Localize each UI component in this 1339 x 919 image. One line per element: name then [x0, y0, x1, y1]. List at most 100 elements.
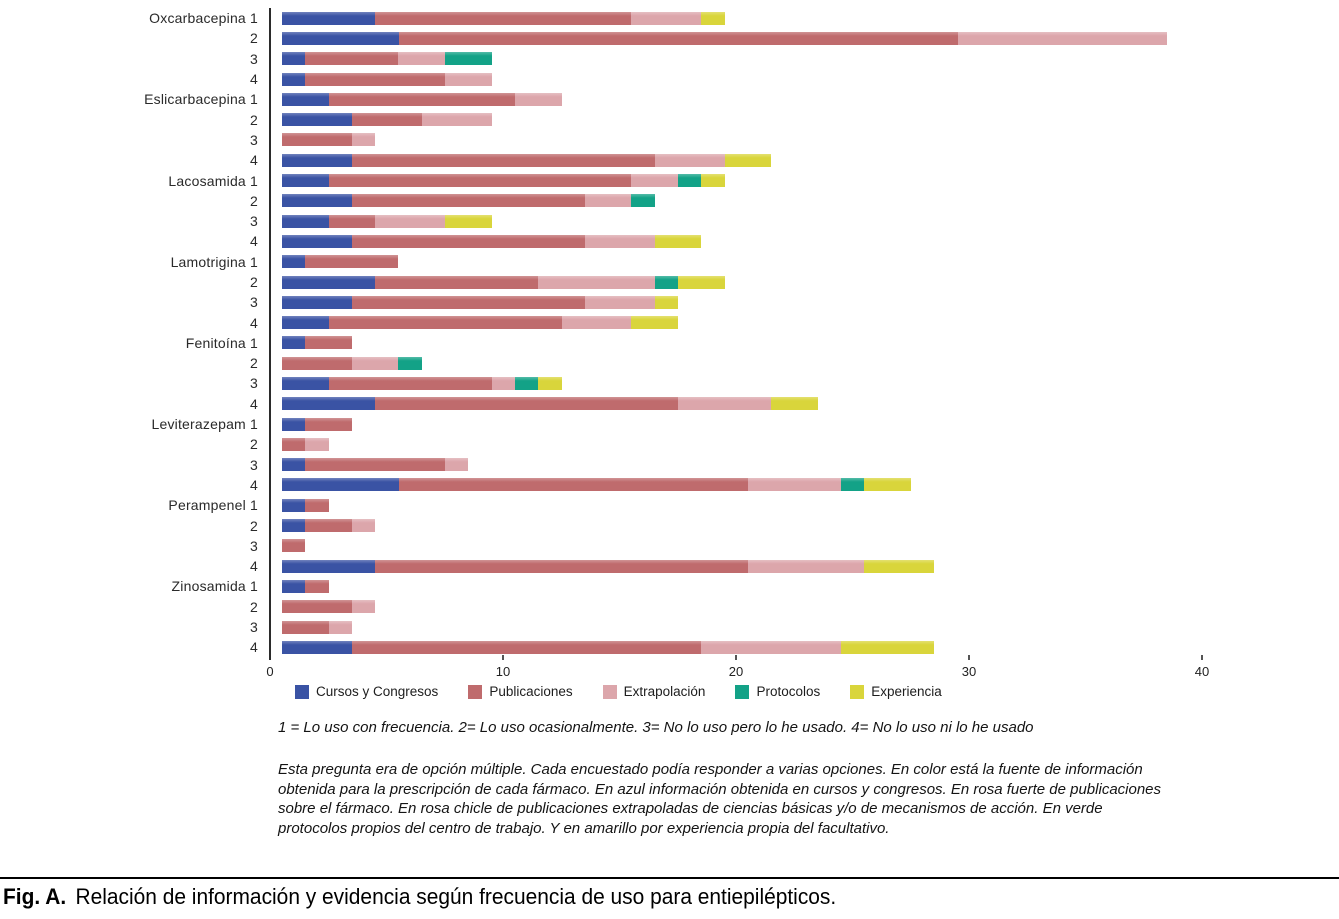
- row-label: 3: [250, 213, 258, 230]
- legend-swatch-icon: [735, 684, 750, 699]
- bar-segment-experiencia: [654, 295, 679, 309]
- bar-segment-extrapolaci-n: [561, 316, 632, 330]
- bar-segment-experiencia: [701, 174, 725, 188]
- x-tick-label: 10: [495, 664, 511, 679]
- bar-segment-cursos-y-congresos: [282, 31, 399, 45]
- legend-swatch-icon: [468, 684, 483, 699]
- bar: [282, 559, 935, 573]
- row-label: 4: [250, 71, 258, 88]
- x-tick-mark: [735, 655, 737, 660]
- bar: [282, 316, 679, 330]
- bar-segment-extrapolaci-n: [351, 600, 376, 614]
- bar: [282, 92, 562, 106]
- bar: [282, 31, 1168, 45]
- bar-segment-publicaciones: [375, 275, 539, 289]
- bar: [282, 640, 935, 654]
- bar-segment-cursos-y-congresos: [282, 255, 306, 269]
- chart-row: 3: [0, 617, 1210, 637]
- figure-caption-label: Fig. A.: [3, 884, 67, 909]
- figure-caption-text: Relación de información y evidencia segú…: [75, 884, 837, 909]
- bar: [282, 600, 376, 614]
- bar-segment-cursos-y-congresos: [282, 498, 306, 512]
- chart-row: 4: [0, 556, 1210, 576]
- chart-row: 4: [0, 312, 1210, 332]
- row-label: Oxcarbacepina 1: [149, 10, 258, 27]
- bar: [282, 539, 306, 553]
- bar-segment-experiencia: [841, 640, 935, 654]
- bar-segment-protocolos: [631, 194, 655, 208]
- bar-segment-publicaciones: [305, 498, 329, 512]
- bar-segment-publicaciones: [398, 31, 958, 45]
- bar: [282, 275, 725, 289]
- bar-segment-publicaciones: [351, 113, 422, 127]
- legend-item: Experiencia: [850, 684, 942, 699]
- bar-segment-extrapolaci-n: [351, 519, 376, 533]
- bar: [282, 356, 422, 370]
- chart-row: 2: [0, 28, 1210, 48]
- bar-segment-publicaciones: [398, 478, 748, 492]
- legend-label: Publicaciones: [489, 684, 573, 699]
- bar: [282, 397, 818, 411]
- bar-segment-publicaciones: [375, 397, 679, 411]
- bar-segment-cursos-y-congresos: [282, 559, 376, 573]
- bar-segment-experiencia: [724, 153, 772, 167]
- chart-row: 2: [0, 434, 1210, 454]
- chart-row: 2: [0, 353, 1210, 373]
- bar-segment-cursos-y-congresos: [282, 376, 329, 390]
- chart-row: 4: [0, 150, 1210, 170]
- row-label: 2: [250, 436, 258, 453]
- chart-row: 3: [0, 49, 1210, 69]
- row-label: 4: [250, 476, 258, 493]
- bar-segment-extrapolaci-n: [351, 133, 376, 147]
- row-label: 4: [250, 558, 258, 575]
- bar-segment-cursos-y-congresos: [282, 417, 306, 431]
- bar: [282, 133, 376, 147]
- bar-segment-cursos-y-congresos: [282, 478, 399, 492]
- chart-row: 4: [0, 69, 1210, 89]
- row-label: Eslicarbacepina 1: [144, 91, 258, 108]
- bar-segment-publicaciones: [328, 316, 562, 330]
- bar: [282, 458, 469, 472]
- bar-segment-publicaciones: [282, 620, 329, 634]
- bar-segment-publicaciones: [305, 579, 329, 593]
- chart-row: 2: [0, 191, 1210, 211]
- row-label: 2: [250, 111, 258, 128]
- bar-segment-publicaciones: [305, 52, 399, 66]
- bar-segment-publicaciones: [351, 295, 585, 309]
- bar-segment-extrapolaci-n: [748, 478, 842, 492]
- x-tick-label: 20: [728, 664, 744, 679]
- bar-segment-publicaciones: [351, 194, 585, 208]
- chart-row: 3: [0, 536, 1210, 556]
- bar: [282, 295, 679, 309]
- bar-segment-extrapolaci-n: [351, 356, 399, 370]
- chart-row: 3: [0, 455, 1210, 475]
- bar-segment-publicaciones: [328, 174, 632, 188]
- bar-segment-extrapolaci-n: [398, 52, 446, 66]
- bar: [282, 153, 772, 167]
- bar: [282, 579, 329, 593]
- row-label: 3: [250, 294, 258, 311]
- chart-row: Zinosamida 1: [0, 576, 1210, 596]
- row-label: 4: [250, 233, 258, 250]
- chart-row: 2: [0, 597, 1210, 617]
- bar: [282, 214, 492, 228]
- bar-segment-extrapolaci-n: [328, 620, 352, 634]
- bar: [282, 478, 912, 492]
- bar-segment-experiencia: [771, 397, 818, 411]
- bar-segment-publicaciones: [305, 519, 352, 533]
- row-label: 3: [250, 131, 258, 148]
- bar-segment-cursos-y-congresos: [282, 397, 376, 411]
- bar: [282, 234, 702, 248]
- bar-segment-publicaciones: [282, 437, 306, 451]
- bar-segment-publicaciones: [351, 153, 655, 167]
- x-tick-mark: [502, 655, 504, 660]
- bar-segment-extrapolaci-n: [631, 11, 702, 25]
- caption-divider: [0, 877, 1339, 879]
- chart-row: Lacosamida 1: [0, 170, 1210, 190]
- bar: [282, 336, 352, 350]
- bar-segment-cursos-y-congresos: [282, 579, 306, 593]
- bar-segment-publicaciones: [305, 255, 399, 269]
- bar-segment-cursos-y-congresos: [282, 72, 306, 86]
- bar-segment-experiencia: [631, 316, 679, 330]
- bar-segment-cursos-y-congresos: [282, 275, 376, 289]
